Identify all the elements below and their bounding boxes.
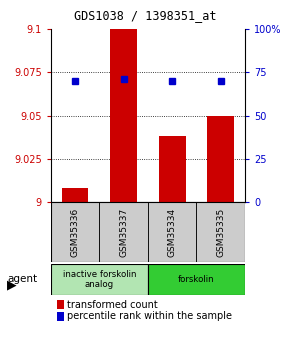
Text: ▶: ▶ [7,278,17,291]
Text: GSM35337: GSM35337 [119,207,128,257]
Bar [51,202,99,262]
Text: GDS1038 / 1398351_at: GDS1038 / 1398351_at [74,9,216,22]
Bar [99,202,148,262]
Text: GSM35334: GSM35334 [168,207,177,257]
Bar [51,264,148,295]
Text: GSM35336: GSM35336 [70,207,79,257]
Bar [148,202,196,262]
Bar [62,188,88,202]
Bar [159,136,186,202]
Text: forskolin: forskolin [178,275,215,284]
Text: GSM35335: GSM35335 [216,207,225,257]
Bar [110,29,137,202]
Bar [148,264,245,295]
Text: percentile rank within the sample: percentile rank within the sample [67,312,232,321]
Text: inactive forskolin
analog: inactive forskolin analog [63,270,136,289]
Text: agent: agent [7,275,37,284]
Bar [196,202,245,262]
Text: transformed count: transformed count [67,300,157,309]
Bar [207,116,234,202]
